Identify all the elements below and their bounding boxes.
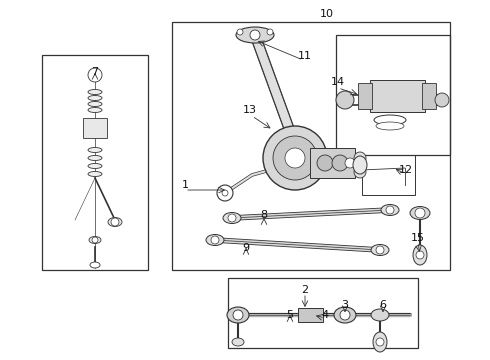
Circle shape <box>435 93 449 107</box>
Ellipse shape <box>232 338 244 346</box>
Circle shape <box>354 152 366 164</box>
Text: 3: 3 <box>342 300 348 310</box>
Ellipse shape <box>108 217 122 226</box>
Polygon shape <box>250 35 300 145</box>
Bar <box>358 83 372 109</box>
Ellipse shape <box>376 122 404 130</box>
Ellipse shape <box>373 332 387 352</box>
Ellipse shape <box>413 245 427 265</box>
Circle shape <box>263 126 327 190</box>
Circle shape <box>250 30 260 40</box>
Bar <box>172 22 450 270</box>
Circle shape <box>416 251 424 259</box>
Text: 2: 2 <box>301 285 309 295</box>
Circle shape <box>345 158 355 168</box>
Circle shape <box>88 68 102 82</box>
Circle shape <box>111 218 119 226</box>
Ellipse shape <box>88 171 102 176</box>
Bar <box>298 308 323 322</box>
Ellipse shape <box>88 148 102 153</box>
Circle shape <box>228 214 236 222</box>
Text: 7: 7 <box>92 67 98 77</box>
Ellipse shape <box>88 95 102 100</box>
Circle shape <box>317 155 333 171</box>
Bar <box>83 118 107 138</box>
Circle shape <box>237 29 243 35</box>
Text: 13: 13 <box>243 105 257 115</box>
Ellipse shape <box>88 156 102 161</box>
Ellipse shape <box>88 90 102 95</box>
Ellipse shape <box>90 262 100 268</box>
Ellipse shape <box>206 234 224 246</box>
Circle shape <box>233 310 243 320</box>
Ellipse shape <box>88 163 102 168</box>
Ellipse shape <box>371 309 389 321</box>
Bar <box>336 35 450 155</box>
Text: 14: 14 <box>331 77 345 87</box>
Text: 1: 1 <box>181 180 189 190</box>
Circle shape <box>211 236 219 244</box>
Bar <box>362 155 415 195</box>
Text: 15: 15 <box>411 233 425 243</box>
Circle shape <box>376 338 384 346</box>
Ellipse shape <box>353 156 367 174</box>
Ellipse shape <box>334 307 356 323</box>
Text: 4: 4 <box>321 310 329 320</box>
Text: 11: 11 <box>298 51 312 61</box>
Circle shape <box>415 208 425 218</box>
Bar <box>42 55 148 270</box>
Circle shape <box>336 91 354 109</box>
Ellipse shape <box>88 102 102 107</box>
Ellipse shape <box>223 212 241 224</box>
Ellipse shape <box>88 108 102 113</box>
Text: 6: 6 <box>379 300 387 310</box>
Bar <box>310 148 355 178</box>
Ellipse shape <box>227 307 249 323</box>
Text: 10: 10 <box>320 9 334 19</box>
Circle shape <box>273 136 317 180</box>
Circle shape <box>376 246 384 254</box>
Bar <box>228 278 418 348</box>
Ellipse shape <box>236 27 274 43</box>
Circle shape <box>222 190 228 196</box>
Circle shape <box>354 166 366 178</box>
Ellipse shape <box>89 237 101 243</box>
Bar <box>370 80 425 112</box>
Circle shape <box>217 185 233 201</box>
Circle shape <box>332 155 348 171</box>
Text: 8: 8 <box>261 210 268 220</box>
Circle shape <box>267 29 273 35</box>
Ellipse shape <box>371 244 389 256</box>
Text: 5: 5 <box>287 310 294 320</box>
Circle shape <box>92 237 98 243</box>
Ellipse shape <box>381 204 399 216</box>
Circle shape <box>285 148 305 168</box>
Text: 9: 9 <box>243 243 249 253</box>
Circle shape <box>386 206 394 214</box>
Bar <box>422 83 436 109</box>
Circle shape <box>340 310 350 320</box>
Ellipse shape <box>374 115 406 125</box>
Ellipse shape <box>410 207 430 220</box>
Text: 12: 12 <box>399 165 413 175</box>
